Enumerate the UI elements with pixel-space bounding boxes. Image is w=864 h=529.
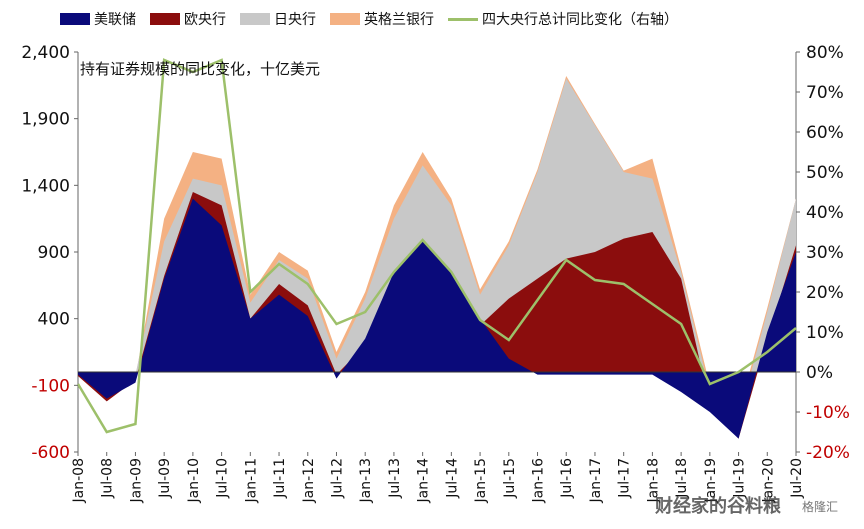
x-tick-label: Jul-14 (444, 458, 460, 499)
watermark-text: 财经家的谷料粮 (655, 496, 781, 517)
legend-label-total: 四大央行总计同比变化（右轴） (482, 12, 678, 28)
x-tick-label: Jul-09 (157, 458, 173, 499)
x-tick-label: Jul-10 (215, 458, 231, 499)
legend-item-ecb: 欧央行 (150, 9, 226, 29)
legend-label-ecb: 欧央行 (184, 12, 226, 28)
right-tick-label: 30% (806, 243, 844, 263)
x-tick-label: Jul-18 (674, 458, 690, 499)
right-tick-label: 40% (806, 203, 844, 223)
right-tick-label: 70% (806, 83, 844, 103)
x-tick-label: Jul-08 (100, 458, 116, 499)
right-tick-label: 80% (806, 43, 844, 63)
legend-swatch-fed (60, 13, 90, 25)
x-tick-label: Jul-20 (789, 458, 805, 499)
x-tick-label: Jan-13 (358, 458, 374, 503)
x-tick-label: Jan-14 (416, 458, 432, 504)
x-tick-label: Jan-11 (243, 458, 259, 503)
x-tick-label: Jul-15 (502, 458, 518, 499)
legend-swatch-boj (240, 13, 270, 25)
legend-label-boe: 英格兰银行 (364, 12, 434, 28)
x-tick-label: Jan-17 (588, 458, 604, 503)
x-tick-label: Jul-17 (617, 458, 633, 499)
x-tick-label: Jan-20 (760, 458, 776, 503)
legend-swatch-boe (330, 13, 360, 25)
x-tick-label: Jan-12 (301, 458, 317, 503)
legend-item-total: 四大央行总计同比变化（右轴） (448, 9, 678, 29)
x-tick-label: Jan-10 (186, 458, 202, 503)
area-series-0 (78, 198, 796, 439)
left-tick-label: 1,400 (21, 176, 70, 196)
legend-label-boj: 日央行 (274, 12, 316, 28)
x-tick-label: Jul-16 (559, 458, 575, 499)
total-yoy-line (76, 58, 797, 434)
right-tick-label: 60% (806, 123, 844, 143)
legend-label-fed: 美联储 (94, 12, 136, 28)
left-tick-label: -100 (31, 376, 70, 396)
right-tick-label: 10% (806, 323, 844, 343)
x-tick-label: Jan-15 (473, 458, 489, 503)
x-tick-label: Jul-19 (732, 458, 748, 499)
right-tick-label: -20% (806, 443, 850, 463)
right-tick-label: -10% (806, 403, 850, 423)
x-tick-label: Jan-18 (645, 458, 661, 503)
x-tick-label: Jan-16 (531, 458, 547, 504)
legend-swatch-ecb (150, 13, 180, 25)
x-tick-label: Jul-12 (329, 458, 345, 499)
left-tick-label: 1,900 (21, 110, 70, 130)
x-tick-label: Jan-08 (71, 458, 87, 503)
left-tick-label: 400 (38, 310, 70, 330)
left-tick-label: 900 (38, 243, 70, 263)
left-tick-label: 2,400 (21, 43, 70, 63)
x-tick-label: Jul-13 (387, 458, 403, 499)
legend-item-fed: 美联储 (60, 9, 136, 29)
chart-title: 持有证券规模的同比变化，十亿美元 (80, 60, 321, 78)
legend: 美联储 欧央行 日央行 英格兰银行 四大央行总计同比变化（右轴） (60, 8, 692, 30)
x-tick-label: Jan-09 (128, 458, 144, 503)
x-tick-label: Jan-19 (703, 458, 719, 503)
legend-item-boj: 日央行 (240, 9, 316, 29)
right-tick-label: 20% (806, 283, 844, 303)
left-tick-label: -600 (31, 443, 70, 463)
watermark-small: 格隆汇 (801, 500, 838, 514)
x-tick-label: Jul-11 (272, 458, 288, 499)
right-tick-label: 50% (806, 163, 844, 183)
right-tick-label: 0% (806, 363, 833, 383)
legend-swatch-total (448, 17, 478, 21)
legend-item-boe: 英格兰银行 (330, 9, 434, 29)
